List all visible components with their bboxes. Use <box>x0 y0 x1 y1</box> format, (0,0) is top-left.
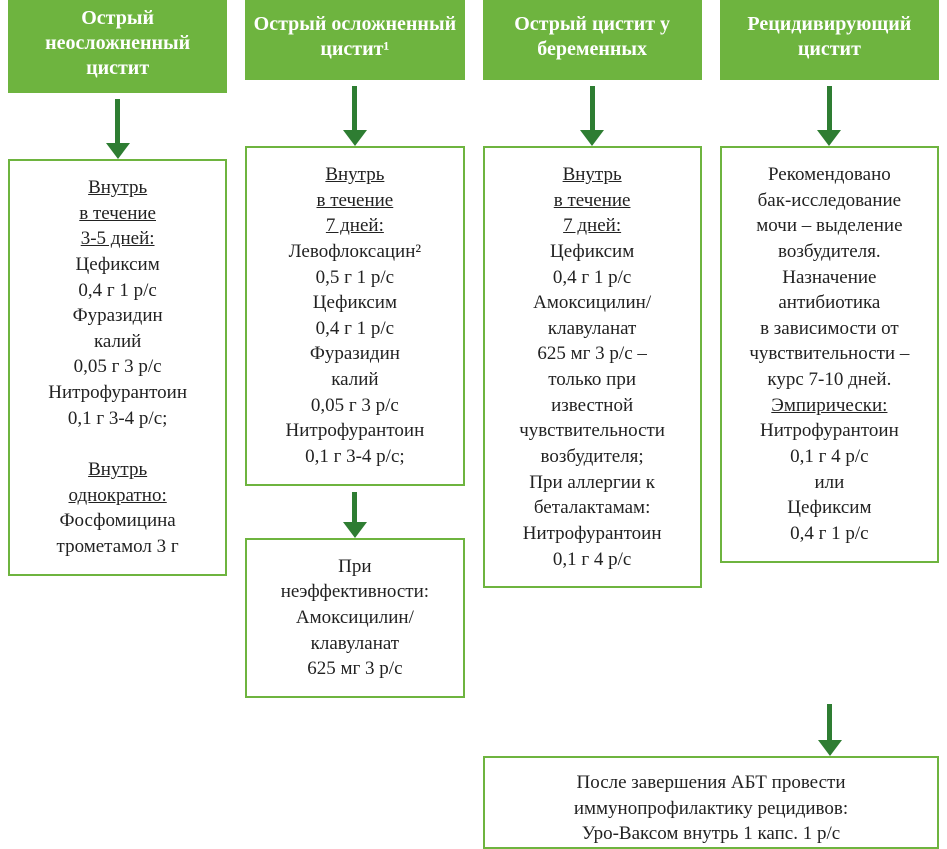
arrow-down-icon <box>818 704 842 756</box>
text-segment: Внутрь однократно: <box>69 459 167 506</box>
arrow-down-icon <box>343 492 367 538</box>
text-segment: Левофлоксацин² 0,5 г 1 р/с Цефиксим 0,4 … <box>285 241 424 467</box>
column-header: Рецидивирующий цистит <box>720 0 939 80</box>
column-3: Рецидивирующий цистит Рекомендовано бак-и… <box>720 0 939 563</box>
column-1: Острый осложненный цистит¹ Внутрь в течен… <box>245 0 464 698</box>
text-segment: Внутрь в течение 7 дней: <box>554 164 631 236</box>
text-segment: Нитрофурантоин 0,1 г 4 р/с или Цефиксим … <box>760 420 899 544</box>
column-2: Острый цистит у беременных Внутрь в течен… <box>483 0 702 588</box>
text-segment: Фосфомицина трометамол 3 г <box>57 510 179 557</box>
content-box: Рекомендовано бак-исследование мочи – вы… <box>720 146 939 563</box>
arrow-down-icon <box>580 86 604 146</box>
text-segment: Внутрь в течение 3-5 дней: <box>79 177 156 249</box>
column-0: Острый неосложненный цистит Внутрь в тече… <box>8 0 227 576</box>
arrow-down-icon <box>106 99 130 159</box>
column-header: Острый осложненный цистит¹ <box>245 0 464 80</box>
footer-box: После завершения АБТ провести иммунопроф… <box>483 756 939 849</box>
arrow-down-icon <box>343 86 367 146</box>
content-box: Внутрь в течение 3-5 дней: Цефиксим 0,4 … <box>8 159 227 576</box>
content-box: Внутрь в течение 7 дней: Левофлоксацин² … <box>245 146 464 486</box>
arrow-down-icon <box>817 86 841 146</box>
text-segment: При неэффективности: Амоксицилин/ клавул… <box>281 556 429 680</box>
content-box: При неэффективности: Амоксицилин/ клавул… <box>245 538 464 698</box>
text-segment: Цефиксим 0,4 г 1 р/с Амоксицилин/ клавул… <box>519 241 665 570</box>
column-header: Острый неосложненный цистит <box>8 0 227 93</box>
text-segment: Рекомендовано бак-исследование мочи – вы… <box>749 164 909 390</box>
flowchart: Острый неосложненный циститВнутрь в тече… <box>0 0 947 698</box>
content-box: Внутрь в течение 7 дней: Цефиксим 0,4 г … <box>483 146 702 588</box>
text-segment: Эмпирически: <box>771 395 887 416</box>
text-segment: Цефиксим 0,4 г 1 р/с Фуразидин калий 0,0… <box>48 254 187 429</box>
text-segment: Внутрь в течение 7 дней: <box>317 164 394 236</box>
column-header: Острый цистит у беременных <box>483 0 702 80</box>
